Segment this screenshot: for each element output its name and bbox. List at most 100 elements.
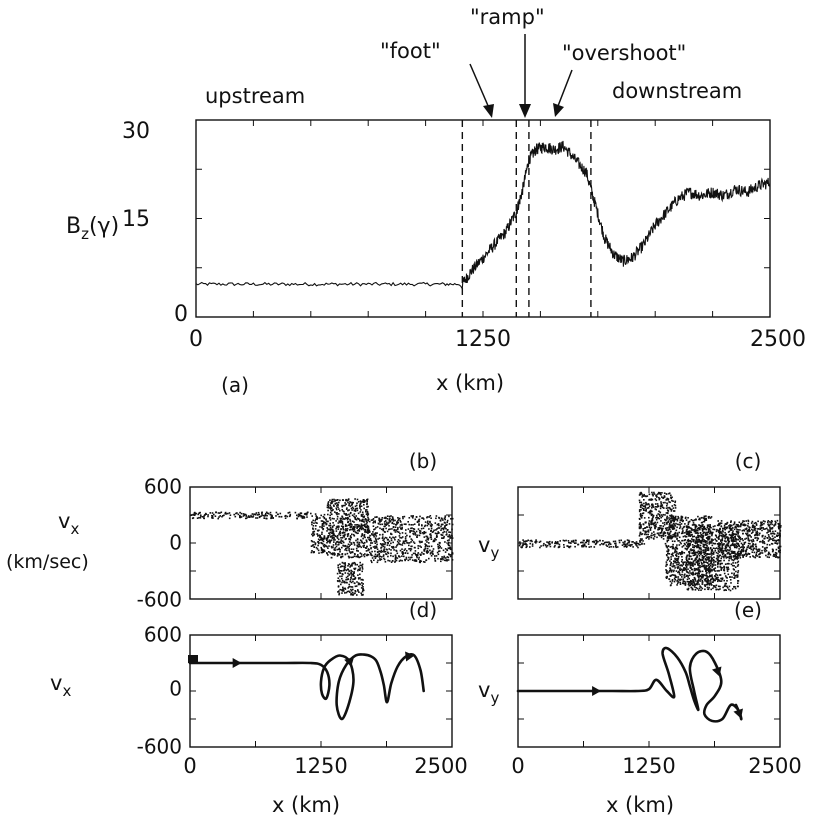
- panel-b-point: [351, 533, 353, 536]
- panel-c-point: [732, 537, 734, 539]
- panel-c-point: [628, 540, 631, 543]
- panel-b-point: [410, 548, 413, 550]
- panel-c-point: [720, 539, 722, 541]
- panel-c-point: [718, 529, 721, 531]
- panel-c-point: [726, 566, 728, 569]
- panel-c-point: [730, 582, 732, 584]
- panel-c-point: [673, 520, 675, 523]
- panel-c-point: [605, 541, 607, 544]
- panel-c-point: [655, 506, 657, 508]
- panel-c-point: [758, 550, 761, 552]
- panel-b-point: [420, 560, 422, 562]
- panel-c-point: [697, 564, 699, 566]
- panel-c-point: [723, 589, 725, 592]
- panel-b-point: [437, 543, 439, 546]
- panel-b-point: [424, 547, 427, 550]
- panel-c-point: [649, 529, 652, 531]
- panel-b-point: [333, 554, 336, 556]
- panel-c-point: [756, 533, 759, 535]
- panel-c-point: [705, 528, 707, 531]
- panel-b-point: [410, 524, 412, 526]
- panel-b-ylabel-unit: (km/sec): [6, 551, 89, 573]
- panel-c-point: [689, 584, 691, 586]
- panel-c-point: [645, 501, 647, 504]
- panel-c-point: [721, 562, 723, 565]
- panel-b-point: [361, 524, 363, 526]
- panel-c-point: [726, 556, 729, 558]
- panel-b-point: [388, 515, 391, 518]
- panel-b-point: [342, 540, 344, 542]
- panel-c-point: [641, 503, 643, 506]
- panel-c-point: [704, 543, 707, 546]
- panel-c-point: [666, 509, 669, 511]
- panel-b-point: [381, 517, 384, 519]
- panel-b-point: [345, 524, 347, 527]
- panel-c-point: [518, 544, 521, 547]
- panel-b-point: [358, 541, 361, 544]
- panel-c-point: [733, 522, 736, 525]
- panel-c-point: [776, 519, 779, 522]
- panel-c-point: [706, 571, 708, 574]
- panel-c-point: [708, 571, 711, 574]
- panel-c-point: [660, 536, 663, 539]
- panel-c-point: [754, 537, 756, 539]
- panel-b-point: [354, 553, 356, 556]
- panel-c-point: [705, 570, 707, 573]
- panel-c-point: [679, 574, 682, 576]
- panel-b-point: [448, 515, 450, 518]
- panel-b-point: [314, 542, 317, 544]
- panel-a-label: (a): [221, 373, 249, 397]
- panel-c-point: [682, 535, 685, 538]
- panel-b-point: [191, 517, 194, 520]
- panel-b-point: [337, 577, 340, 579]
- panel-c-point: [655, 518, 658, 521]
- panel-c-point: [577, 543, 580, 546]
- panel-c-point: [645, 510, 647, 512]
- panel-c-point: [695, 551, 698, 554]
- panel-c-point: [759, 540, 762, 543]
- panel-b-point: [339, 580, 341, 583]
- panel-b-point: [442, 527, 445, 529]
- panel-b-point: [331, 531, 333, 533]
- panel-b-point: [392, 517, 394, 519]
- panel-c-point: [725, 540, 727, 543]
- panel-c-point: [676, 526, 678, 529]
- panel-b-point: [424, 521, 427, 523]
- panel-b-point: [349, 580, 351, 583]
- panel-c-point: [701, 559, 704, 561]
- panel-b-point: [337, 591, 339, 593]
- panel-b-point: [328, 532, 331, 534]
- panel-c-point: [726, 563, 729, 565]
- panel-b-point: [380, 547, 382, 549]
- panel-b-point: [374, 550, 376, 553]
- panel-c-point: [747, 520, 750, 523]
- panel-c-point: [745, 520, 747, 522]
- panel-b-point: [237, 513, 240, 516]
- panel-b-point: [317, 535, 319, 537]
- panel-b-point: [374, 547, 376, 549]
- panel-b-point: [222, 515, 224, 517]
- panel-c-point: [710, 564, 712, 567]
- panel-b-point: [228, 517, 231, 520]
- panel-c-point: [698, 562, 700, 565]
- panel-b-point: [359, 500, 362, 502]
- panel-c-point: [692, 565, 694, 567]
- panel-b-point: [333, 548, 335, 550]
- panel-c-point: [681, 550, 683, 553]
- panel-b-point: [350, 586, 353, 588]
- panel-b-point: [447, 547, 450, 549]
- panel-c-point: [742, 549, 745, 552]
- panel-c-point: [696, 531, 699, 534]
- panel-b-point: [270, 516, 273, 518]
- panel-c-point: [714, 586, 717, 589]
- panel-c-point: [663, 496, 666, 498]
- panel-c-point: [710, 588, 712, 591]
- panel-c-point: [691, 533, 693, 536]
- panel-b-point: [305, 512, 308, 515]
- annotation-overshoot-arrow: [557, 69, 573, 107]
- panel-c-point: [775, 556, 777, 558]
- panel-b-point: [355, 585, 358, 587]
- panel-b-point: [324, 538, 326, 540]
- panel-c-point: [676, 532, 679, 534]
- panel-c-point: [720, 531, 722, 534]
